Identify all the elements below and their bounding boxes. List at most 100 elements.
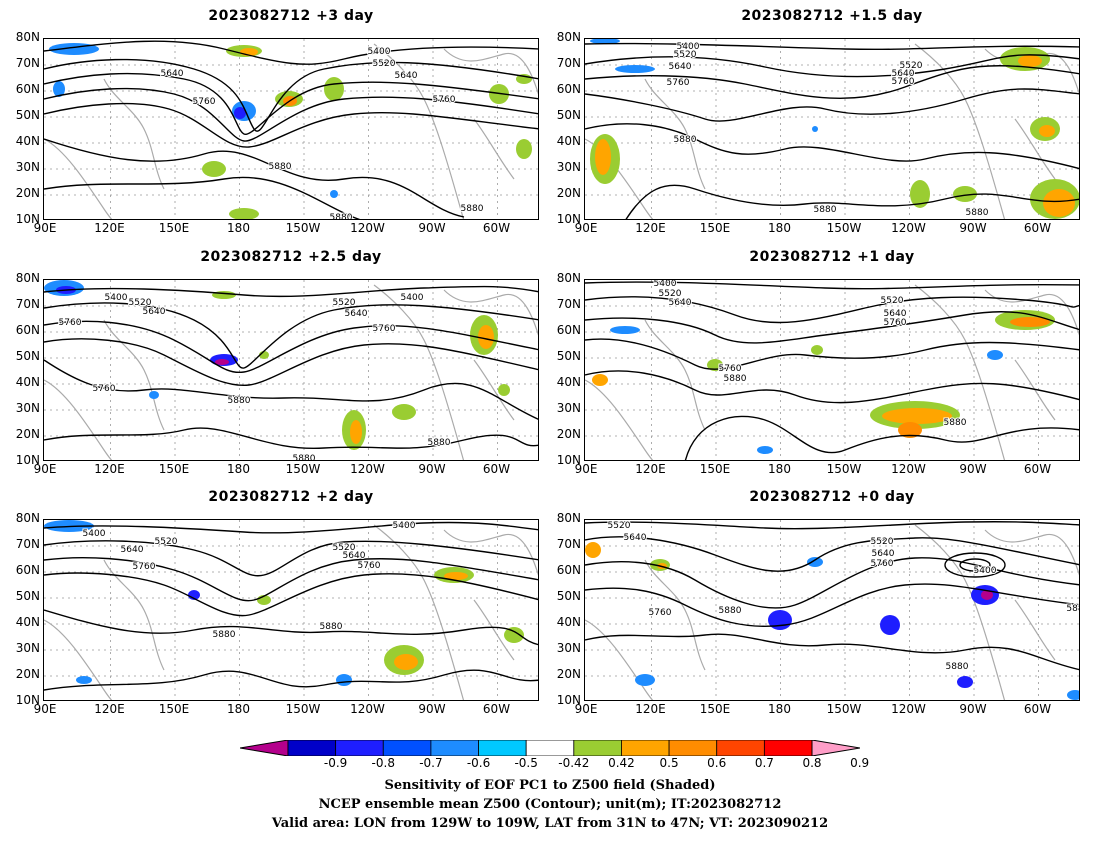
- z500-contour: [44, 285, 538, 298]
- sensitivity-shade: [350, 420, 362, 444]
- z500-contour: [585, 296, 1079, 324]
- lat-label: 40N: [15, 375, 40, 389]
- lat-label: 80N: [556, 511, 581, 525]
- z500-contour: [585, 65, 1079, 100]
- sensitivity-shade: [880, 615, 900, 635]
- contour-label: 5520: [674, 50, 697, 60]
- lon-label: 120E: [94, 221, 125, 235]
- contour-label: 5640: [872, 549, 895, 559]
- colorbar-box: [621, 739, 670, 757]
- z500-contour: [585, 633, 1079, 671]
- z500-contour: [44, 427, 538, 450]
- colorbar-tick-label: -0.8: [371, 756, 395, 770]
- lon-label: 180: [768, 702, 791, 716]
- sensitivity-shade: [1010, 317, 1050, 327]
- sensitivity-shade: [392, 404, 416, 420]
- map-plot: 5400 5520 5640 5520 5640 5760 5760 5880 5880: [584, 279, 1080, 461]
- sensitivity-shade: [324, 77, 344, 101]
- contour-label: 5880: [293, 454, 316, 461]
- sensitivity-shade: [149, 391, 159, 399]
- contour-label: 5520: [608, 521, 631, 531]
- lon-label: 180: [227, 462, 250, 476]
- lat-label: 40N: [556, 375, 581, 389]
- contour-label: 5640: [669, 298, 692, 308]
- colorbar-tick-label: 0.6: [707, 756, 727, 770]
- lon-label: 180: [227, 702, 250, 716]
- lat-label: 10N: [556, 453, 581, 467]
- contour-label: 5640: [669, 62, 692, 72]
- lat-label: 20N: [556, 427, 581, 441]
- lon-label: 90W: [418, 702, 446, 716]
- contour-label: 5760: [93, 384, 116, 394]
- contour-label: 5760: [133, 562, 156, 572]
- coastline: [585, 524, 1079, 700]
- z500-contour: [44, 72, 538, 135]
- sensitivity-shade: [590, 39, 620, 44]
- lon-label: 60W: [482, 221, 511, 235]
- lat-label: 60N: [15, 323, 40, 337]
- lat-label: 20N: [15, 427, 40, 441]
- contour-label: 5520: [333, 298, 356, 308]
- sensitivity-shade: [811, 345, 823, 355]
- lat-label: 70N: [556, 56, 581, 70]
- sensitivity-shade: [498, 384, 510, 396]
- contour-label: 5520: [129, 298, 152, 308]
- contour-label: 5640: [143, 307, 166, 317]
- lon-label: 90W: [959, 462, 987, 476]
- lon-label: 180: [768, 221, 791, 235]
- lon-label: 150E: [158, 462, 190, 476]
- contour-label: 5760: [373, 324, 396, 334]
- sensitivity-shade: [953, 186, 977, 202]
- sensitivity-shade: [1039, 125, 1055, 137]
- lat-label: 30N: [15, 401, 40, 415]
- sensitivity-shade: [504, 627, 524, 643]
- z500-contour: [585, 311, 1079, 344]
- z500-contour: [44, 176, 361, 219]
- lon-label: 90E: [574, 462, 598, 476]
- sensitivity-shade: [987, 350, 1003, 360]
- lon-label: 180: [227, 221, 250, 235]
- contour-label: 5880: [944, 418, 967, 428]
- lat-label: 40N: [556, 615, 581, 629]
- contour-label: 5640: [892, 69, 915, 79]
- colorbar-tick-label: 0.7: [754, 756, 774, 770]
- lon-label: 90W: [959, 221, 987, 235]
- lat-label: 80N: [15, 30, 40, 44]
- colorbar: -0.9 -0.8 -0.7 -0.6 -0.5 -0.42 0.42 0.5 0.6 0.7 0.…: [239, 739, 869, 772]
- colorbar-bar: [239, 739, 861, 757]
- z500-contour: [585, 557, 1079, 609]
- z500-contour: [585, 536, 1079, 572]
- colorbar-tick-label: -0.6: [466, 756, 491, 770]
- z500-contour: [44, 521, 538, 534]
- lon-label: 120E: [635, 702, 666, 716]
- z500-contour: [44, 102, 538, 148]
- z500-contour: [44, 669, 538, 691]
- lon-label: 90E: [574, 221, 598, 235]
- lon-label: 120W: [891, 221, 926, 235]
- contour-label: 5640: [624, 533, 647, 543]
- contour-label: 5400: [83, 529, 106, 539]
- map-plot: 5400 5520 5640 5520 5640 5760 5760 5880 5880 5880: [584, 38, 1080, 220]
- lat-label: 80N: [15, 271, 40, 285]
- contour-label: 5880: [719, 606, 742, 616]
- colorbar-high-triangle: [811, 739, 861, 757]
- lon-label: 60W: [1023, 221, 1052, 235]
- lat-label: 60N: [556, 82, 581, 96]
- caption-line-3: Valid area: LON from 129W to 109W, LAT f…: [271, 816, 829, 831]
- lon-label: 120W: [350, 462, 385, 476]
- sensitivity-shade: [707, 359, 723, 371]
- sensitivity-shade: [336, 674, 352, 686]
- lat-label: 70N: [15, 297, 40, 311]
- lon-label: 180: [768, 462, 791, 476]
- sensitivity-shade: [768, 610, 792, 630]
- lon-label: 150W: [826, 221, 862, 235]
- contour-label: 5400: [974, 566, 997, 576]
- z500-contour: [44, 58, 538, 132]
- lat-label: 50N: [556, 349, 581, 363]
- contour-label: 5760: [358, 561, 381, 571]
- contour-label: 5880: [814, 205, 837, 215]
- z500-contour: [684, 415, 1079, 460]
